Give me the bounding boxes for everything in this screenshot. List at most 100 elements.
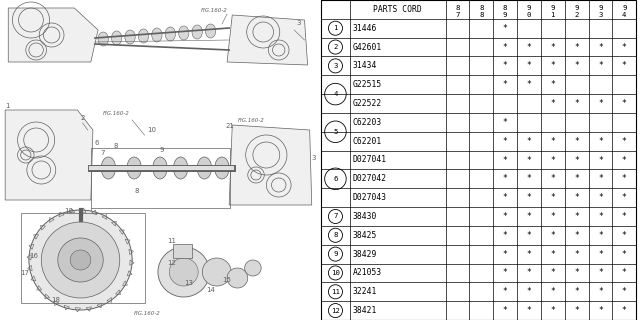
Text: *: *: [527, 137, 531, 146]
Text: 38430: 38430: [353, 212, 377, 221]
Text: 8: 8: [134, 188, 139, 194]
Text: *: *: [622, 99, 627, 108]
Text: *: *: [622, 156, 627, 164]
Circle shape: [170, 258, 198, 286]
Circle shape: [58, 238, 103, 282]
Text: 13: 13: [184, 280, 193, 286]
Text: *: *: [527, 306, 531, 315]
Ellipse shape: [192, 25, 202, 39]
Text: 1: 1: [333, 25, 338, 31]
Text: 38425: 38425: [353, 231, 377, 240]
Text: 10: 10: [64, 208, 73, 214]
Text: *: *: [527, 43, 531, 52]
Text: *: *: [550, 306, 556, 315]
Text: *: *: [550, 156, 556, 164]
Text: 17: 17: [20, 270, 29, 276]
Text: *: *: [574, 193, 579, 202]
Text: 9: 9: [622, 5, 627, 12]
Text: 2: 2: [574, 12, 579, 18]
Text: *: *: [550, 99, 556, 108]
Text: *: *: [598, 193, 603, 202]
Text: D027043: D027043: [353, 193, 387, 202]
Text: *: *: [503, 156, 508, 164]
Text: 8: 8: [503, 5, 508, 12]
Text: *: *: [574, 250, 579, 259]
Text: *: *: [550, 174, 556, 183]
Bar: [173, 244, 192, 258]
Ellipse shape: [173, 157, 188, 179]
Text: 8: 8: [479, 5, 484, 12]
Text: *: *: [527, 212, 531, 221]
Text: *: *: [574, 61, 579, 70]
Polygon shape: [8, 8, 98, 62]
Text: *: *: [598, 156, 603, 164]
Text: *: *: [622, 61, 627, 70]
Text: *: *: [503, 268, 508, 277]
Text: 9: 9: [574, 5, 579, 12]
Text: *: *: [503, 43, 508, 52]
Text: *: *: [503, 137, 508, 146]
Circle shape: [202, 258, 231, 286]
Text: FIG.160-2: FIG.160-2: [237, 118, 264, 123]
Text: 9: 9: [550, 5, 555, 12]
Text: D027041: D027041: [353, 156, 387, 164]
Text: 8: 8: [113, 143, 118, 149]
Ellipse shape: [138, 29, 148, 43]
Text: *: *: [622, 212, 627, 221]
Text: 15: 15: [222, 277, 231, 283]
Text: 14: 14: [207, 287, 215, 293]
Text: 9: 9: [598, 5, 603, 12]
Text: *: *: [574, 287, 579, 296]
Text: *: *: [503, 174, 508, 183]
Text: D027042: D027042: [353, 174, 387, 183]
Text: *: *: [550, 268, 556, 277]
Polygon shape: [227, 15, 308, 65]
Text: *: *: [598, 287, 603, 296]
Text: *: *: [527, 287, 531, 296]
Text: 9: 9: [160, 147, 164, 153]
Text: *: *: [550, 231, 556, 240]
Text: 9: 9: [333, 251, 338, 257]
Text: 31434: 31434: [353, 61, 377, 70]
Text: 6: 6: [95, 140, 99, 146]
Text: FIG.160-2: FIG.160-2: [134, 311, 161, 316]
Text: *: *: [622, 231, 627, 240]
Text: *: *: [503, 212, 508, 221]
Text: *: *: [527, 156, 531, 164]
Text: 32241: 32241: [353, 287, 377, 296]
Bar: [91, 148, 230, 208]
Text: *: *: [550, 287, 556, 296]
Text: *: *: [503, 287, 508, 296]
Text: 2: 2: [333, 44, 338, 50]
Text: *: *: [503, 118, 508, 127]
Polygon shape: [229, 125, 312, 205]
Text: G22522: G22522: [353, 99, 382, 108]
Text: *: *: [598, 250, 603, 259]
Text: 11: 11: [331, 289, 340, 295]
Ellipse shape: [127, 157, 141, 179]
Text: *: *: [550, 61, 556, 70]
Text: *: *: [550, 80, 556, 89]
Ellipse shape: [101, 157, 116, 179]
Text: *: *: [503, 193, 508, 202]
Text: *: *: [527, 61, 531, 70]
Text: *: *: [574, 174, 579, 183]
Text: *: *: [622, 250, 627, 259]
Ellipse shape: [165, 27, 175, 41]
Text: *: *: [574, 268, 579, 277]
Text: 7: 7: [455, 12, 460, 18]
Text: FIG.160-2: FIG.160-2: [202, 8, 228, 13]
Text: 3: 3: [598, 12, 603, 18]
Text: *: *: [527, 80, 531, 89]
Text: 12: 12: [167, 260, 176, 266]
Ellipse shape: [125, 30, 135, 44]
Text: *: *: [503, 80, 508, 89]
Circle shape: [42, 222, 120, 298]
Text: 3: 3: [312, 155, 316, 161]
Text: *: *: [622, 193, 627, 202]
Text: 8: 8: [479, 12, 484, 18]
Text: 4: 4: [622, 12, 627, 18]
Text: *: *: [550, 193, 556, 202]
Text: *: *: [622, 306, 627, 315]
Text: 1: 1: [5, 103, 10, 109]
